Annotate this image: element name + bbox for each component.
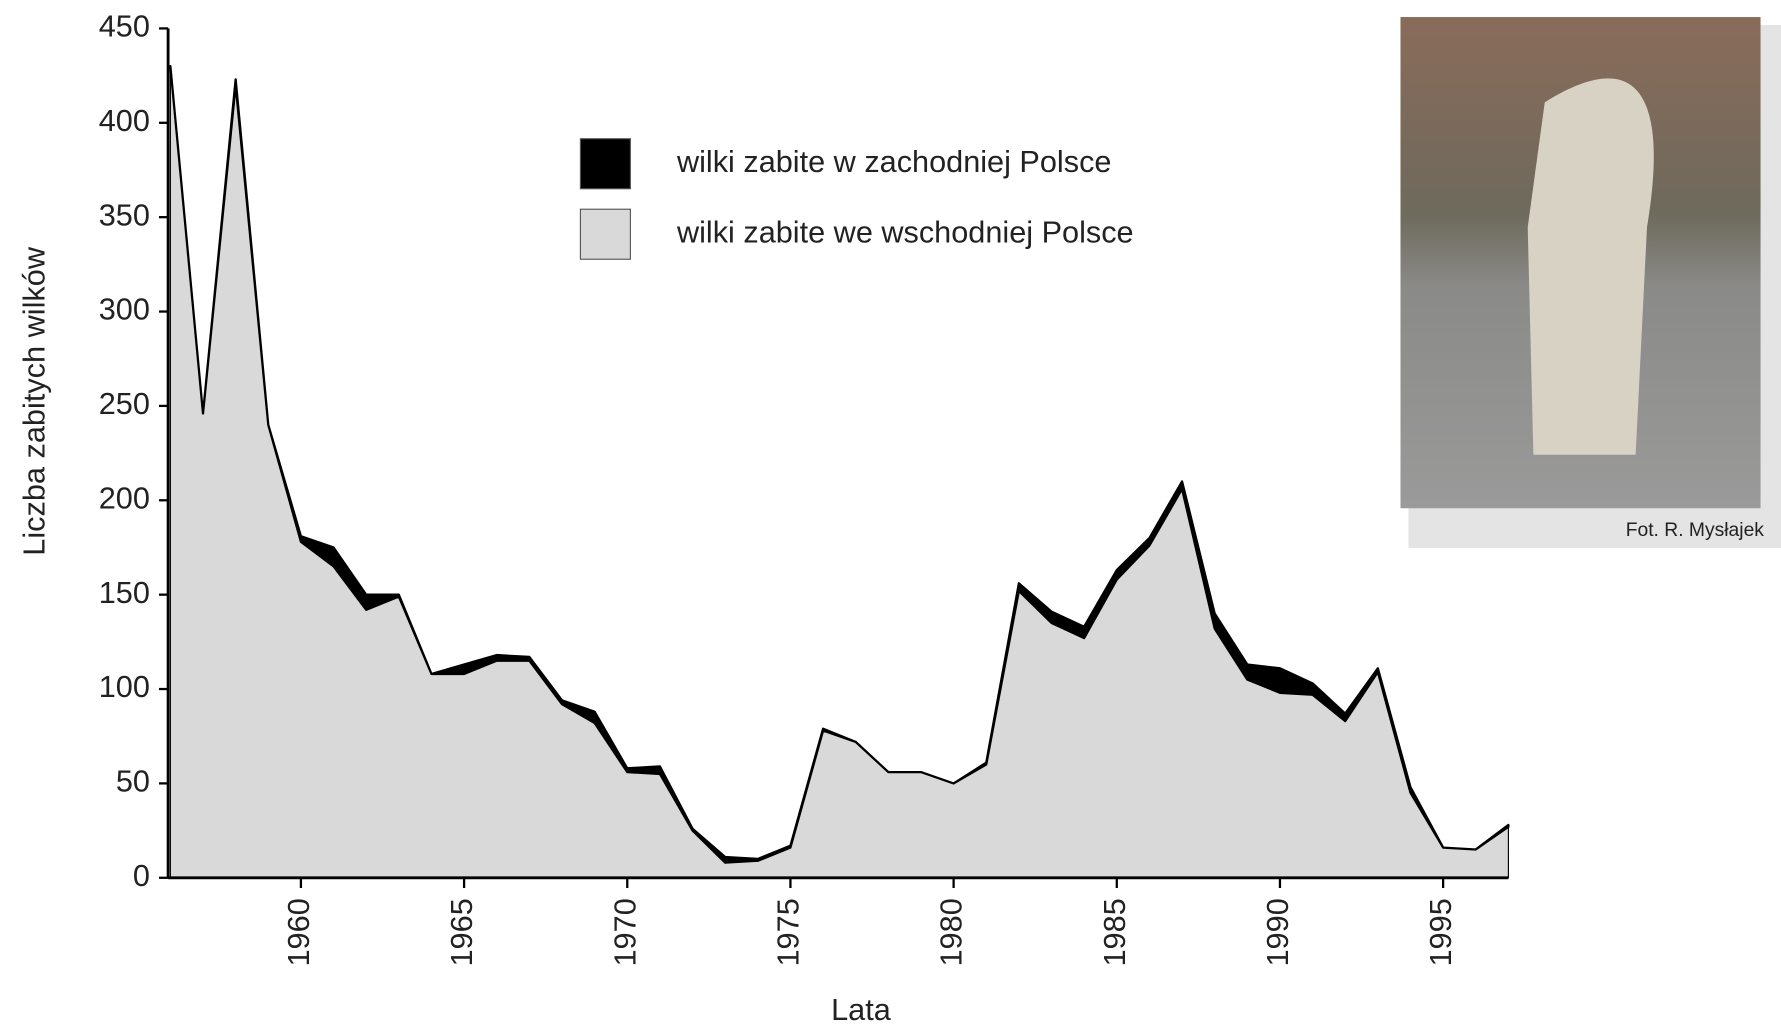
y-tick-label: 350 (99, 197, 150, 232)
y-tick-label: 300 (99, 292, 150, 327)
y-tick-label: 50 (116, 764, 150, 799)
y-tick-label: 400 (99, 103, 150, 138)
legend-label: wilki zabite w zachodniej Polsce (676, 144, 1112, 179)
x-tick-label: 1975 (771, 898, 806, 966)
photo-wolf-pelt (1527, 78, 1654, 455)
y-axis-label: Liczba zabitych wilków (16, 246, 51, 556)
y-tick-label: 100 (99, 669, 150, 704)
x-axis-label: Lata (831, 992, 892, 1027)
x-tick-label: 1995 (1423, 898, 1458, 966)
x-tick-label: 1990 (1260, 898, 1295, 966)
x-tick-label: 1965 (444, 898, 479, 966)
legend-swatch (579, 208, 631, 260)
area (169, 65, 1510, 864)
x-tick-label: 1960 (281, 898, 316, 966)
y-tick-label: 150 (99, 575, 150, 610)
x-tick-label: 1980 (934, 898, 969, 966)
y-tick-label: 200 (99, 480, 150, 515)
photo-caption: Fot. R. Mysłajek (1626, 520, 1765, 541)
legend-label: wilki zabite we wschodniej Polsce (676, 214, 1134, 249)
x-tick-label: 1985 (1097, 898, 1132, 966)
legend-swatch (579, 138, 631, 190)
x-tick-label: 1970 (607, 898, 642, 966)
y-tick-label: 0 (133, 858, 150, 893)
area (169, 65, 1509, 879)
y-tick-label: 450 (99, 9, 150, 44)
y-tick-label: 250 (99, 386, 150, 421)
